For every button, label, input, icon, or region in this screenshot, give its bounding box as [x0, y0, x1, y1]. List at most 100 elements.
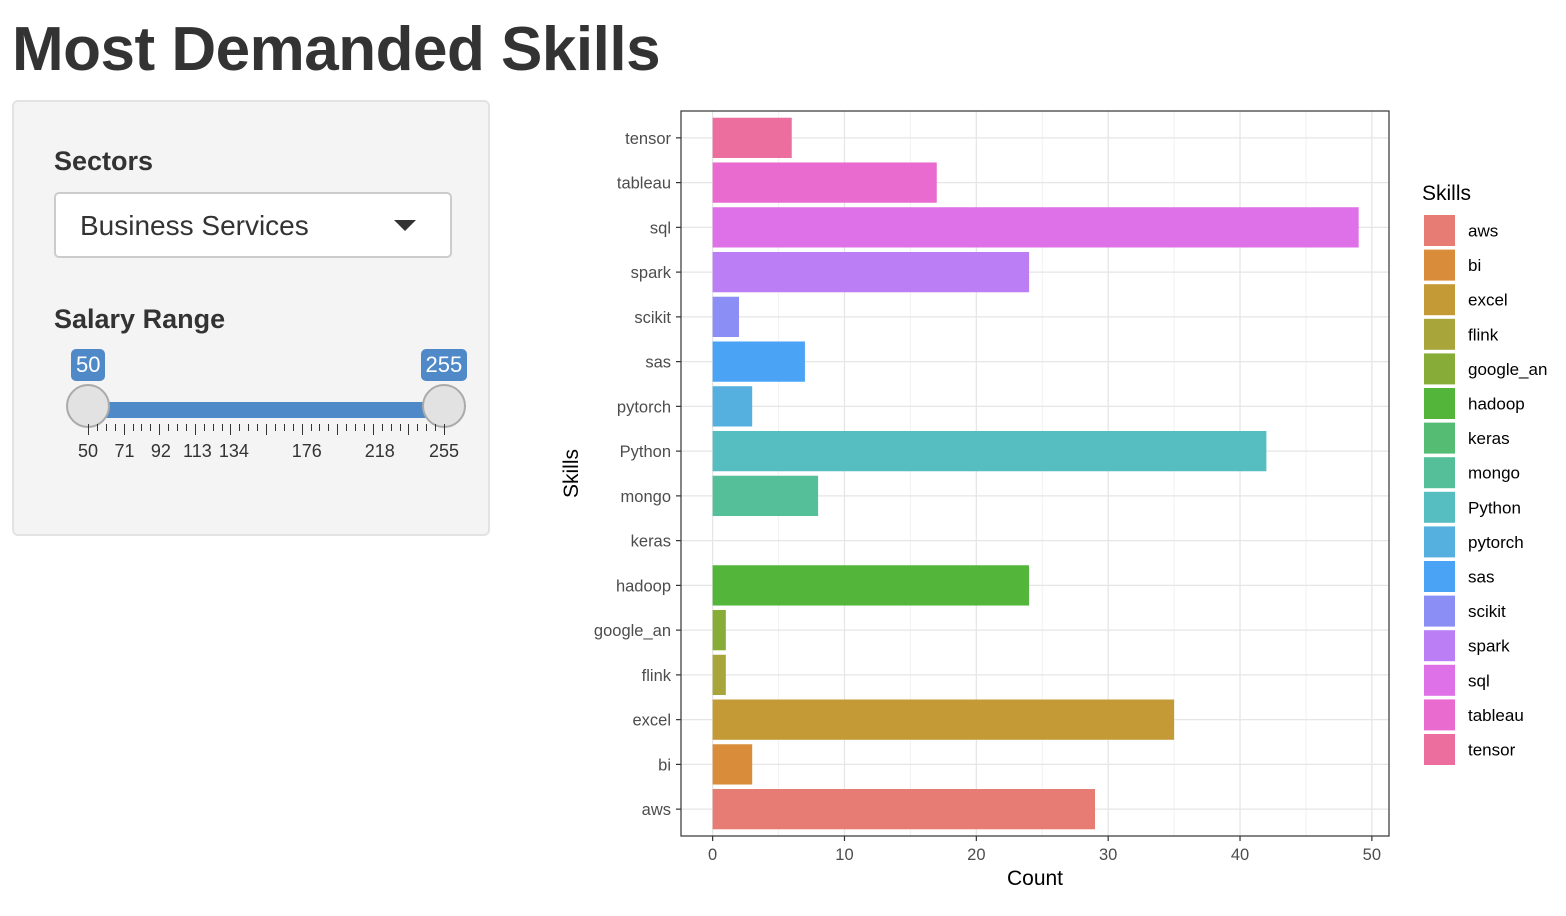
slider-tick	[337, 424, 339, 435]
slider-tick	[381, 424, 383, 431]
slider-tick	[363, 424, 365, 431]
slider-tick	[328, 424, 330, 431]
bar-tableau	[712, 162, 937, 203]
y-tick-label: bi	[658, 756, 671, 774]
legend-key-python	[1424, 491, 1455, 523]
legend-label: pytorch	[1468, 533, 1524, 552]
legend-label: bi	[1468, 256, 1481, 275]
bar-flink	[712, 654, 726, 696]
y-tick-label: aws	[642, 801, 671, 819]
x-tick-label: 30	[1099, 846, 1117, 864]
legend-key-google_an	[1424, 353, 1455, 385]
legend-key-keras	[1424, 422, 1455, 454]
legend-key-sql	[1424, 664, 1455, 696]
y-tick-label: spark	[631, 264, 672, 282]
bar-tensor	[712, 117, 792, 158]
slider-tick	[114, 424, 116, 431]
slider-tick	[283, 424, 285, 431]
slider-tick	[105, 424, 107, 431]
bar-mongo	[712, 475, 819, 517]
slider-tick	[150, 424, 152, 431]
slider-tick	[185, 424, 187, 431]
bar-aws	[712, 789, 1095, 830]
legend-key-sas	[1424, 561, 1455, 592]
slider-tick-label: 176	[291, 441, 322, 461]
legend-key-pytorch	[1424, 526, 1455, 558]
slider-tick-label: 50	[77, 441, 99, 461]
y-tick-label: hadoop	[616, 577, 671, 595]
slider-tick	[239, 424, 241, 431]
legend-key-flink	[1424, 318, 1455, 350]
salary-low-handle[interactable]	[66, 384, 110, 428]
bar-sql	[712, 207, 1359, 248]
slider-tick	[132, 424, 134, 431]
slider-tick	[417, 424, 419, 431]
plot-border	[680, 110, 1390, 837]
legend-key-aws	[1424, 215, 1455, 246]
page-title: Most Demanded Skills	[12, 15, 661, 84]
bar-bi	[712, 744, 753, 785]
y-tick-label: Python	[620, 443, 671, 461]
x-tick-label: 10	[835, 846, 853, 864]
y-tick-label: mongo	[621, 488, 671, 506]
x-tick-label: 50	[1363, 846, 1381, 864]
x-tick-label: 40	[1231, 846, 1249, 864]
slider-tick	[435, 424, 437, 431]
legend-key-scikit	[1424, 595, 1455, 627]
y-tick-label: pytorch	[617, 398, 671, 416]
legend-label: spark	[1468, 637, 1510, 656]
sidebar-panel: Sectors Business Services Salary Range 5…	[12, 100, 490, 536]
slider-tick	[177, 424, 178, 431]
slider-tick-label: 218	[364, 441, 395, 461]
salary-low-value: 50	[71, 349, 106, 381]
legend-label: sas	[1468, 568, 1494, 587]
slider-tick-label: 71	[114, 441, 135, 461]
slider-tick	[230, 424, 232, 435]
legend-key-tableau	[1424, 699, 1455, 731]
slider-tick	[248, 424, 250, 431]
x-axis-title: Count	[1007, 867, 1063, 890]
legend-key-mongo	[1424, 457, 1455, 489]
salary-range-slider[interactable]: 50 255 50 71 92 113 134 176 218 255	[54, 347, 468, 467]
bar-hadoop	[712, 565, 1030, 606]
legend-key-spark	[1424, 630, 1455, 662]
y-axis-title: Skills	[560, 449, 583, 498]
legend-label: scikit	[1468, 602, 1506, 621]
salary-range-label: Salary Range	[54, 304, 226, 334]
y-tick-label: flink	[642, 667, 672, 685]
sectors-select[interactable]: Business Services	[54, 192, 452, 258]
salary-range-bar	[88, 402, 444, 418]
legend-label: mongo	[1468, 464, 1520, 483]
slider-tick	[96, 424, 98, 431]
bar-sas	[712, 341, 805, 382]
slider-tick	[221, 424, 223, 431]
sectors-label: Sectors	[54, 146, 154, 176]
y-tick-label: scikit	[634, 309, 671, 327]
slider-tick	[212, 424, 214, 431]
y-tick-label: tableau	[617, 175, 671, 193]
slider-tick-label: 255	[428, 441, 460, 461]
slider-tick	[274, 424, 276, 431]
slider-tick	[399, 424, 401, 431]
slider-tick	[141, 424, 143, 431]
legend-label: aws	[1468, 222, 1498, 241]
slider-tick	[257, 424, 259, 431]
slider-tick	[194, 424, 196, 435]
legend-label: Python	[1468, 498, 1521, 517]
slider-tick	[444, 424, 445, 435]
legend-label: tableau	[1468, 706, 1524, 725]
slider-tick-label: 134	[218, 441, 249, 461]
slider-tick	[408, 424, 410, 435]
x-tick-label: 0	[708, 846, 717, 864]
bar-excel	[712, 699, 1175, 740]
slider-tick	[159, 424, 161, 435]
y-tick-label: sas	[645, 354, 671, 372]
slider-tick	[292, 424, 294, 431]
slider-tick	[301, 424, 303, 435]
x-tick-label: 20	[967, 846, 985, 864]
caret-down-icon	[394, 220, 416, 231]
legend-key-bi	[1424, 249, 1455, 281]
legend-key-hadoop	[1424, 388, 1455, 419]
slider-tick	[426, 424, 428, 431]
